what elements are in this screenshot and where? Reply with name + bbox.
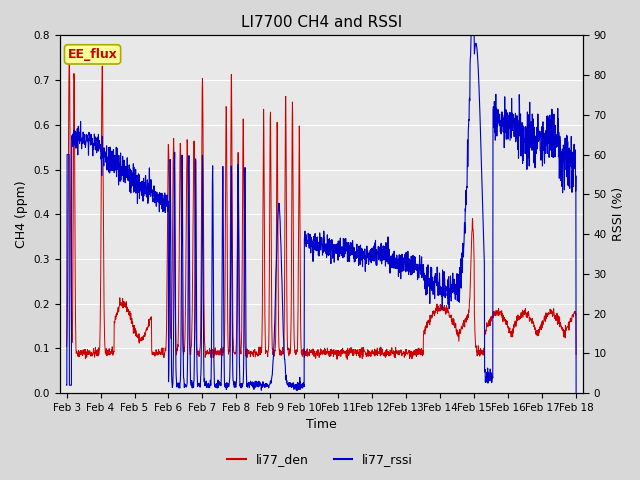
Y-axis label: CH4 (ppm): CH4 (ppm) <box>15 180 28 248</box>
Text: EE_flux: EE_flux <box>68 48 118 61</box>
X-axis label: Time: Time <box>306 419 337 432</box>
Title: LI7700 CH4 and RSSI: LI7700 CH4 and RSSI <box>241 15 402 30</box>
Y-axis label: RSSI (%): RSSI (%) <box>612 187 625 241</box>
Legend: li77_den, li77_rssi: li77_den, li77_rssi <box>222 448 418 471</box>
